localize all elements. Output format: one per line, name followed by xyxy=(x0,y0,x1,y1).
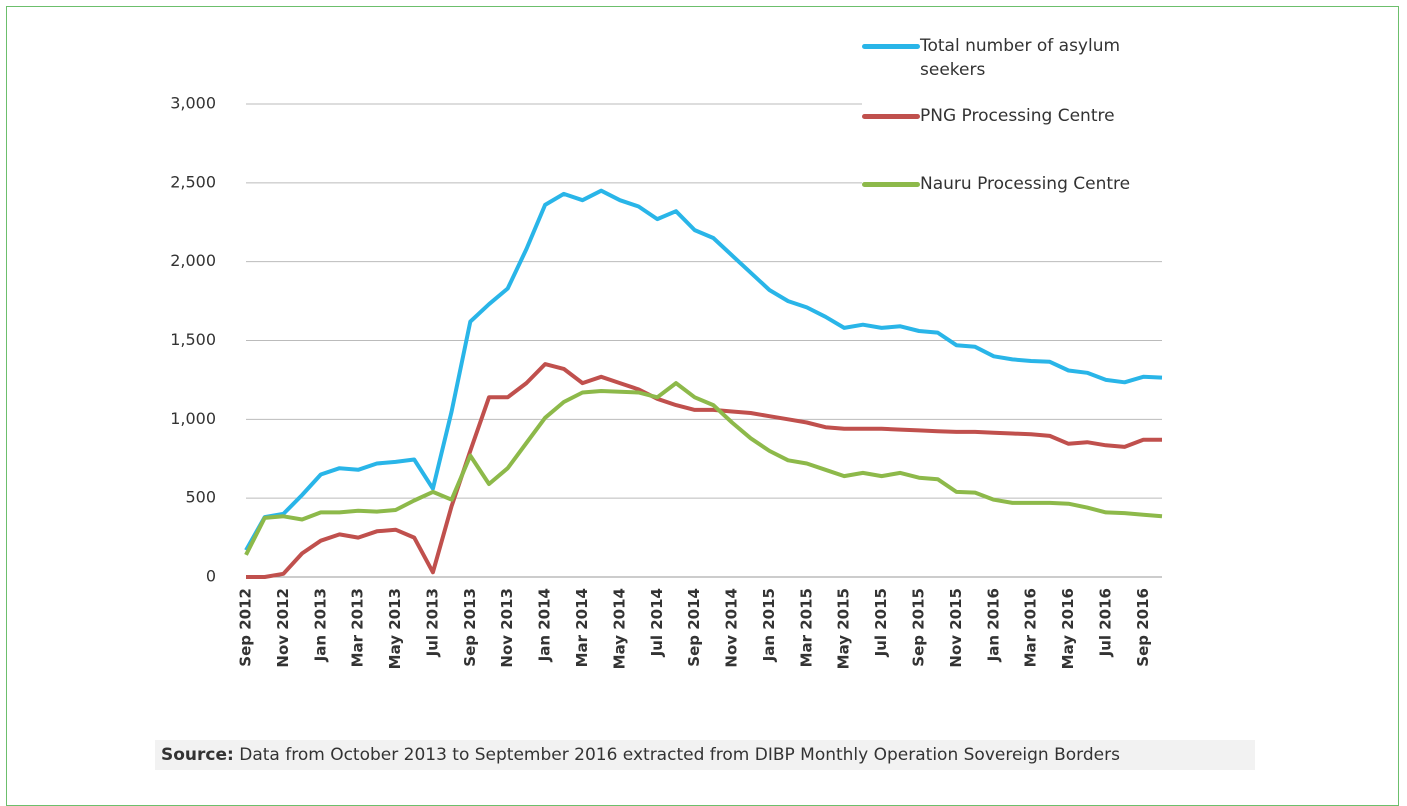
series-line xyxy=(246,362,1162,579)
x-tick-label: Jul 2016 xyxy=(1096,588,1114,657)
source-note: Source: Data from October 2013 to Septem… xyxy=(155,740,1255,770)
y-tick-label: 0 xyxy=(206,567,216,586)
x-tick-label: Nov 2015 xyxy=(947,588,965,668)
legend-item: Total number of asylum seekers xyxy=(862,34,1150,82)
x-tick-label: Nov 2013 xyxy=(498,588,516,668)
x-tick-label: Mar 2013 xyxy=(349,588,367,667)
x-tick-label: Mar 2014 xyxy=(573,588,591,667)
y-tick-label: 1,000 xyxy=(170,409,216,428)
x-tick-label: May 2015 xyxy=(835,588,853,669)
x-tick-label: May 2014 xyxy=(610,588,628,669)
legend-item: PNG Processing Centre xyxy=(862,104,1150,128)
legend: Total number of asylum seekers PNG Proces… xyxy=(862,30,1162,205)
legend-swatch xyxy=(862,114,920,119)
x-tick-label: Jan 2016 xyxy=(984,588,1002,662)
x-tick-label: Jan 2015 xyxy=(760,588,778,662)
series-line xyxy=(244,381,1163,556)
x-tick-label: May 2013 xyxy=(386,588,404,669)
chart: 0 500 1,000 1,500 2,000 2,500 3,000 Sep 2012 Nov… xyxy=(170,94,1163,669)
x-tick-label: Nov 2012 xyxy=(274,588,292,668)
legend-label: PNG Processing Centre xyxy=(920,106,1115,126)
source-label: Source: xyxy=(161,745,234,765)
y-tick-label: 3,000 xyxy=(170,94,216,113)
x-tick-label: Sep 2015 xyxy=(909,588,927,667)
legend-swatch xyxy=(862,182,920,187)
y-tick-label: 2,000 xyxy=(170,251,216,270)
legend-label: Total number of asylum seekers xyxy=(920,36,1121,80)
x-tick-label: Mar 2015 xyxy=(797,588,815,667)
series-line xyxy=(244,188,1163,552)
x-tick-label: Jul 2014 xyxy=(648,588,666,657)
x-tick-label: Nov 2014 xyxy=(723,588,741,668)
y-tick-label: 1,500 xyxy=(170,330,216,349)
x-tick-label: May 2016 xyxy=(1059,588,1077,669)
x-tick-label: Sep 2013 xyxy=(461,588,479,667)
legend-swatch xyxy=(862,44,920,49)
x-tick-label: Jul 2013 xyxy=(423,588,441,657)
x-tick-label: Jan 2014 xyxy=(536,588,554,662)
source-text: Data from October 2013 to September 2016… xyxy=(239,745,1120,765)
page: {"chart_data": {"type": "line", "categor… xyxy=(6,6,1399,806)
legend-label: Nauru Processing Centre xyxy=(920,174,1131,194)
x-tick-label: Sep 2014 xyxy=(685,588,703,667)
y-tick-label: 500 xyxy=(185,488,216,507)
x-tick-label: Mar 2016 xyxy=(1022,588,1040,667)
y-tick-label: 2,500 xyxy=(170,172,216,191)
x-tick-label: Sep 2012 xyxy=(237,588,255,667)
x-tick-label: Jul 2015 xyxy=(872,588,890,657)
x-tick-label: Sep 2016 xyxy=(1134,588,1152,667)
x-tick-label: Jan 2013 xyxy=(311,588,329,662)
legend-item: Nauru Processing Centre xyxy=(862,172,1150,196)
